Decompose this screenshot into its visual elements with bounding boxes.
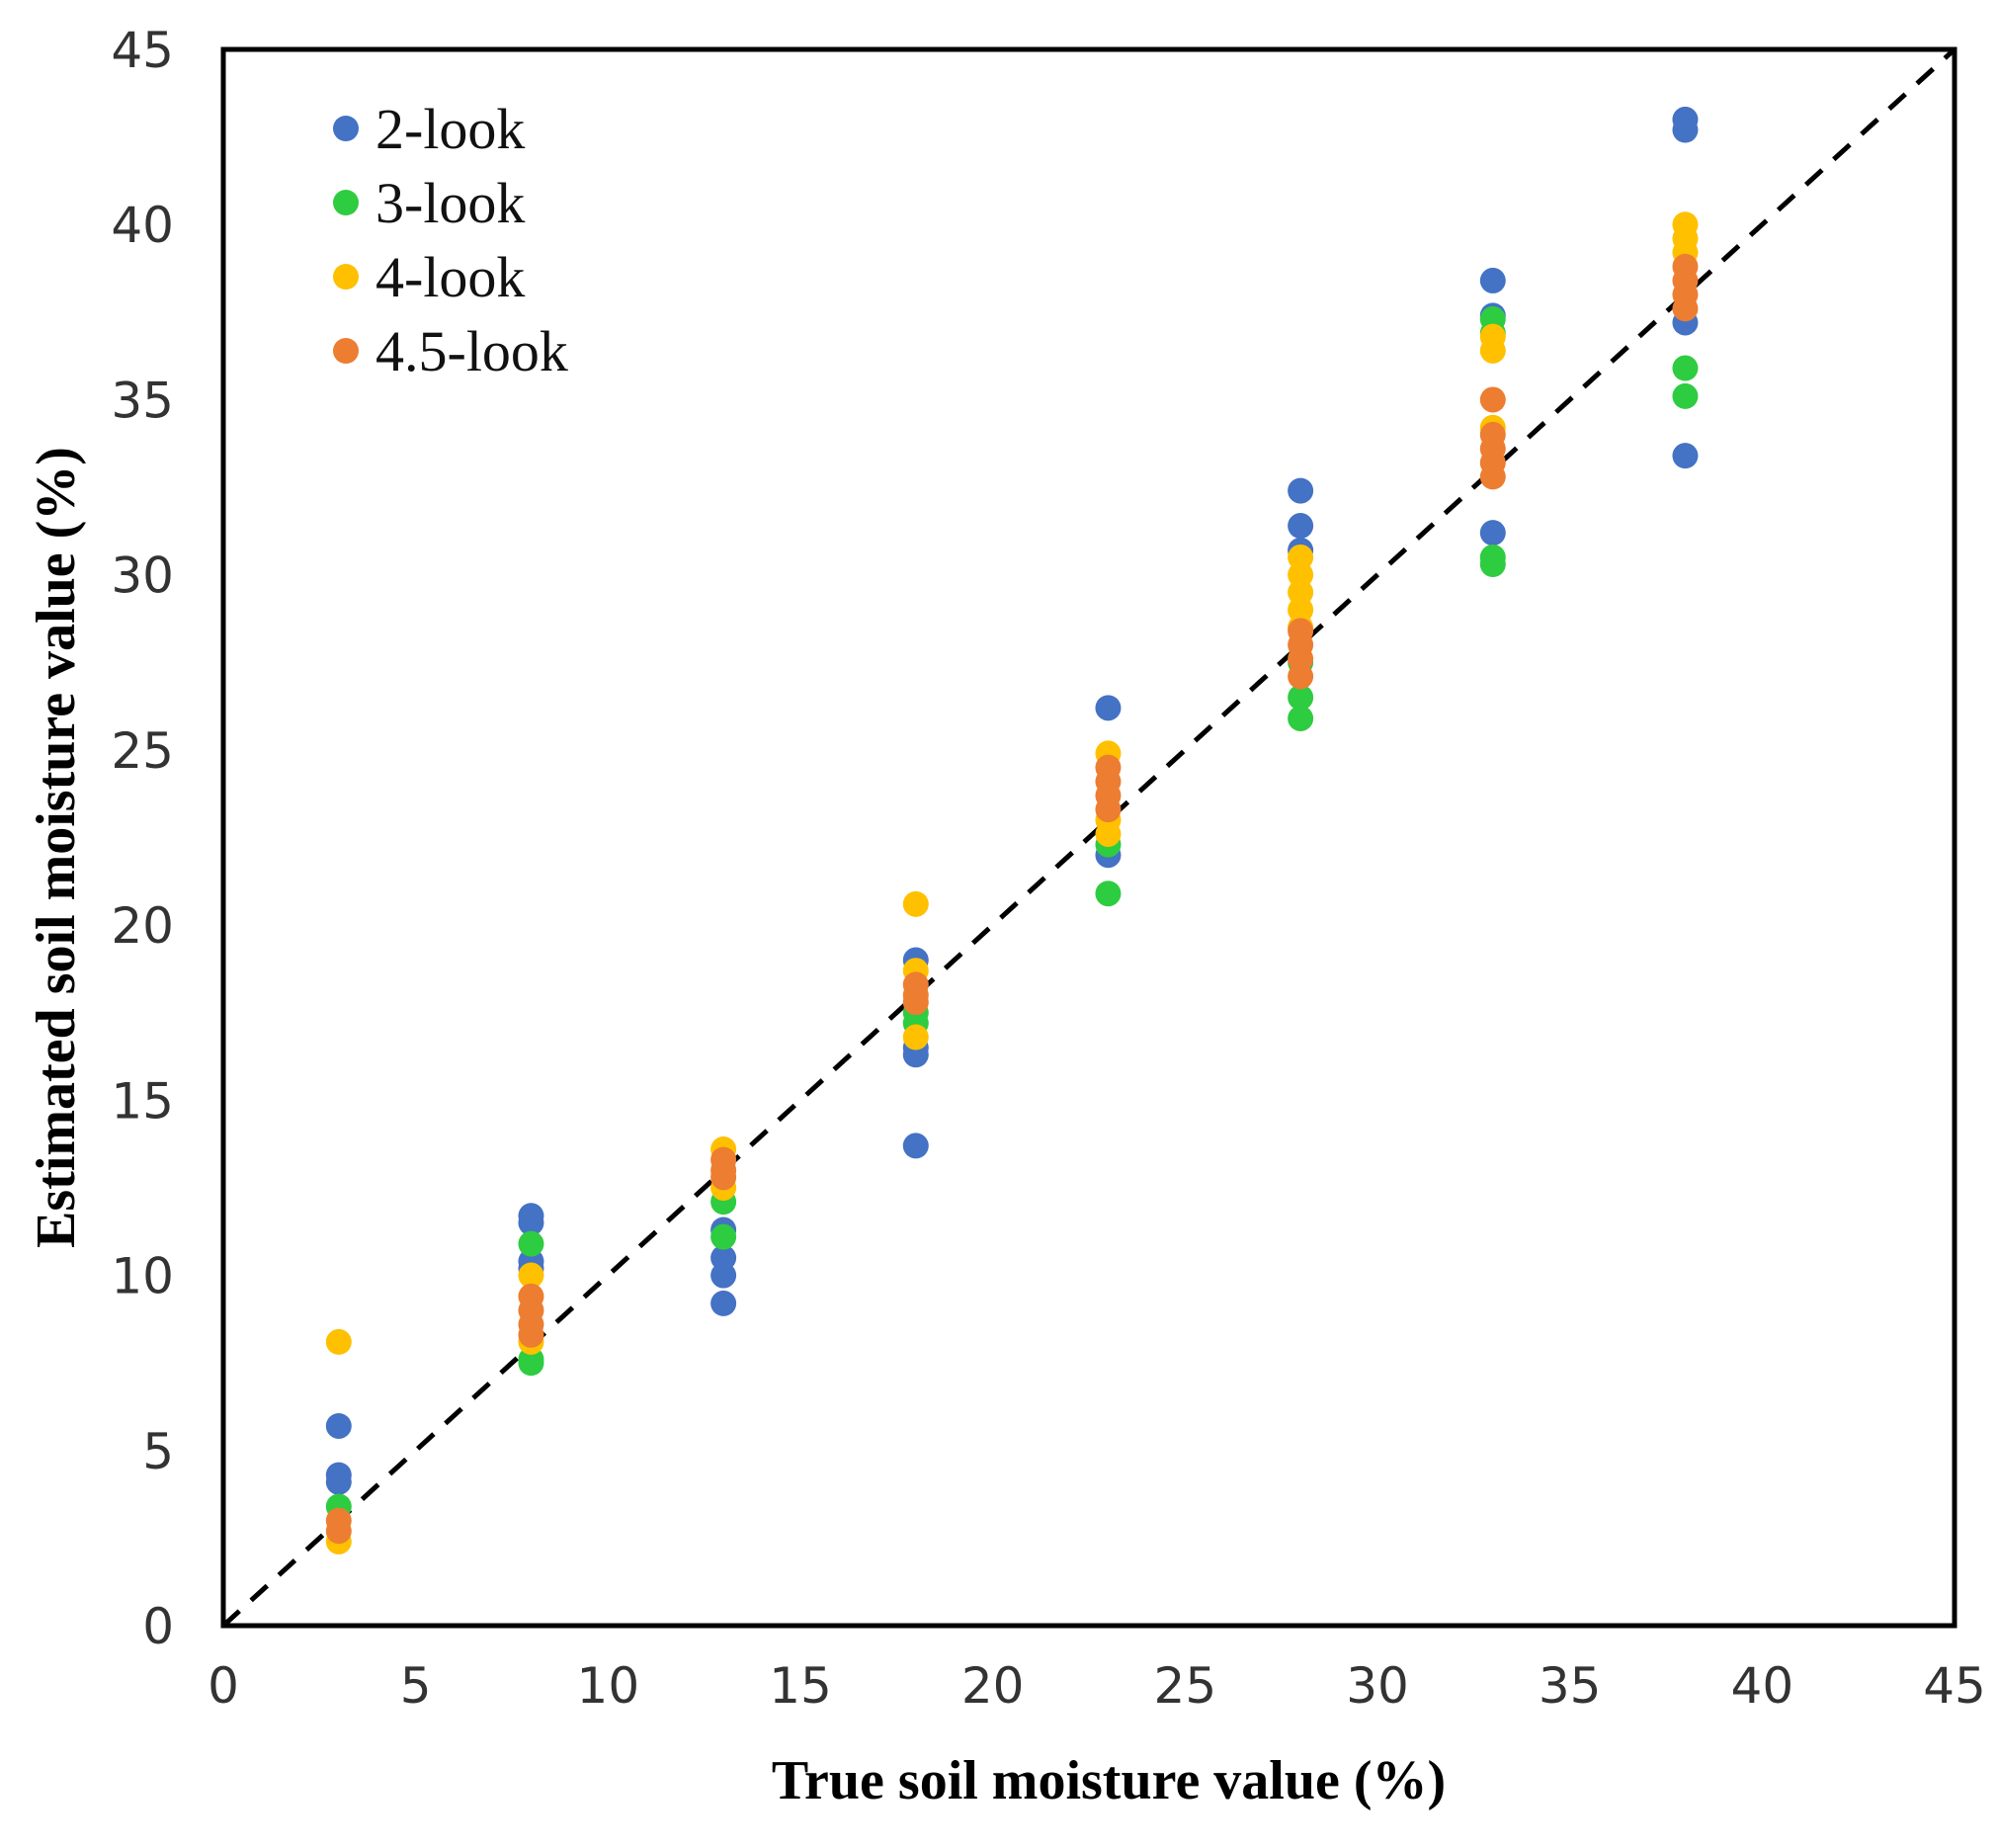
data-point: [902, 1024, 929, 1050]
legend-item: 3-look: [333, 171, 525, 235]
data-point: [518, 1321, 544, 1348]
legend-item: 4.5-look: [333, 319, 568, 383]
y-tick-label: 0: [142, 1598, 174, 1655]
data-point: [518, 1230, 544, 1257]
data-point: [1095, 820, 1122, 847]
data-point: [1095, 797, 1122, 823]
data-point: [1288, 684, 1314, 711]
data-point: [1672, 117, 1699, 143]
data-point: [710, 1223, 737, 1250]
data-point: [1672, 355, 1699, 381]
y-tick-label: 10: [111, 1248, 174, 1305]
data-point: [325, 1518, 352, 1545]
reference-line-group: [221, 47, 1956, 1628]
data-point: [518, 1210, 544, 1236]
y-tick-label: 35: [111, 372, 174, 429]
legend-label: 4.5-look: [375, 319, 568, 383]
data-points-group: [325, 106, 1699, 1554]
data-point: [1288, 663, 1314, 690]
legend-marker: [333, 264, 359, 290]
legend-marker: [333, 116, 359, 141]
data-point: [1672, 443, 1699, 469]
y-tick-label: 45: [111, 22, 174, 79]
data-point: [1479, 337, 1506, 364]
data-point: [518, 1262, 544, 1289]
x-tick-label: 40: [1731, 1657, 1794, 1715]
data-point: [1095, 881, 1122, 907]
data-point: [710, 1290, 737, 1316]
data-point: [325, 1412, 352, 1439]
data-point: [1672, 295, 1699, 322]
x-tick-label: 15: [769, 1657, 832, 1715]
x-tick-label: 10: [577, 1657, 640, 1715]
data-point: [1288, 477, 1314, 504]
y-tick-label: 40: [111, 197, 174, 254]
data-point: [902, 989, 929, 1016]
data-point: [710, 1262, 737, 1289]
data-point: [1288, 513, 1314, 540]
x-tick-label: 25: [1154, 1657, 1217, 1715]
data-point: [902, 890, 929, 917]
x-tick-label: 30: [1346, 1657, 1409, 1715]
one-to-one-reference-line: [221, 47, 1956, 1628]
legend-marker: [333, 190, 359, 215]
plot-area-frame: [220, 46, 1957, 1629]
data-point: [1672, 382, 1699, 409]
series-4.5-look: [325, 253, 1699, 1545]
data-point: [902, 1133, 929, 1159]
x-tick-label: 5: [400, 1657, 432, 1715]
x-axis-title: True soil moisture value (%): [772, 1750, 1446, 1811]
data-point: [1479, 520, 1506, 546]
x-tick-label: 0: [208, 1657, 239, 1715]
data-point: [1479, 463, 1506, 490]
x-tick-label: 35: [1539, 1657, 1602, 1715]
data-point: [518, 1350, 544, 1377]
y-tick-label: 20: [111, 897, 174, 955]
y-tick-labels: 0 5 10 15 20 25 30 35 40 45: [111, 22, 174, 1655]
data-point: [710, 1164, 737, 1191]
legend: 2-look 3-look 4-look 4.5-look: [333, 97, 568, 383]
data-point: [1288, 705, 1314, 731]
data-point: [1479, 551, 1506, 578]
y-axis-title: Estimated soil moisture value (%): [26, 447, 87, 1248]
data-point: [1095, 695, 1122, 721]
legend-item: 4-look: [333, 245, 525, 309]
x-tick-label: 20: [961, 1657, 1025, 1715]
legend-label: 2-look: [375, 97, 525, 161]
data-point: [325, 1328, 352, 1355]
data-point: [1479, 386, 1506, 413]
data-point: [325, 1469, 352, 1495]
y-tick-label: 25: [111, 722, 174, 780]
legend-label: 4-look: [375, 245, 525, 309]
legend-label: 3-look: [375, 171, 525, 235]
y-tick-label: 30: [111, 547, 174, 605]
y-tick-label: 5: [142, 1423, 174, 1480]
y-tick-label: 15: [111, 1072, 174, 1130]
legend-marker: [333, 338, 359, 364]
x-tick-labels: 0 5 10 15 20 25 30 35 40 45: [208, 1657, 1986, 1715]
x-tick-label: 45: [1923, 1657, 1986, 1715]
data-point: [1479, 267, 1506, 294]
legend-item: 2-look: [333, 97, 525, 161]
